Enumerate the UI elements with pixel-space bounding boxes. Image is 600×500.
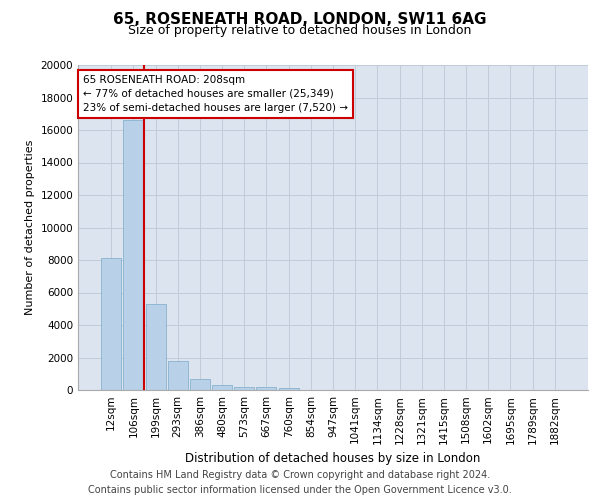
Bar — [101, 258, 121, 390]
Text: 65 ROSENEATH ROAD: 208sqm
← 77% of detached houses are smaller (25,349)
23% of s: 65 ROSENEATH ROAD: 208sqm ← 77% of detac… — [83, 74, 348, 113]
X-axis label: Distribution of detached houses by size in London: Distribution of detached houses by size … — [185, 452, 481, 465]
Bar — [234, 387, 254, 390]
Text: Contains HM Land Registry data © Crown copyright and database right 2024.
Contai: Contains HM Land Registry data © Crown c… — [88, 470, 512, 495]
Bar — [212, 384, 232, 390]
Y-axis label: Number of detached properties: Number of detached properties — [25, 140, 35, 315]
Bar — [146, 304, 166, 390]
Bar — [190, 380, 210, 390]
Bar — [124, 120, 143, 390]
Text: 65, ROSENEATH ROAD, LONDON, SW11 6AG: 65, ROSENEATH ROAD, LONDON, SW11 6AG — [113, 12, 487, 28]
Bar — [256, 388, 277, 390]
Bar — [278, 388, 299, 390]
Text: Size of property relative to detached houses in London: Size of property relative to detached ho… — [128, 24, 472, 37]
Bar — [168, 361, 188, 390]
